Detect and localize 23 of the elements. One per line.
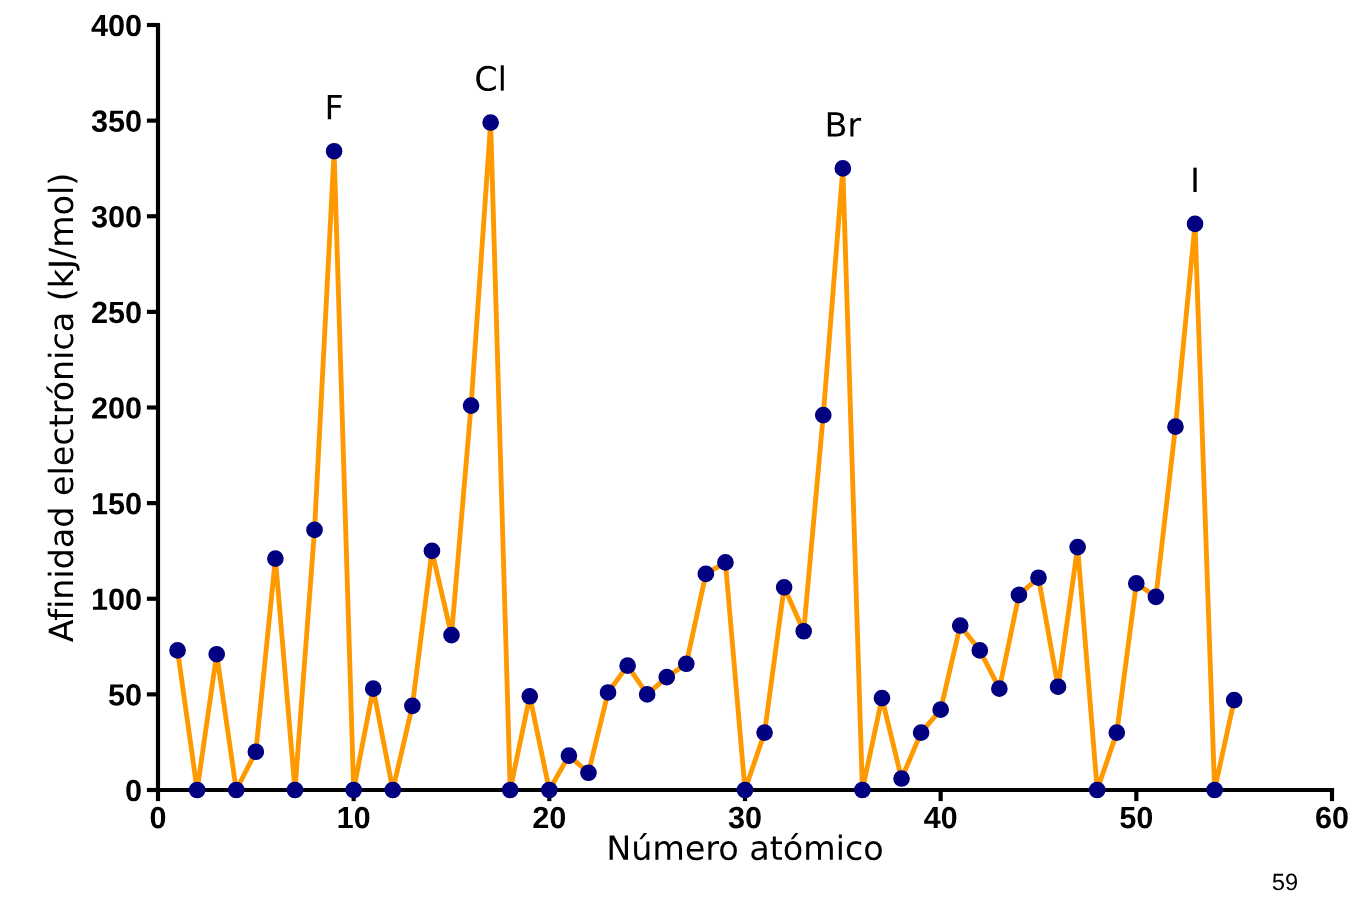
x-tick-label: 20: [533, 806, 566, 829]
annotation: Br: [827, 112, 862, 137]
y-tick-label: 400: [91, 14, 141, 37]
annotation: F: [327, 94, 342, 120]
x-tick-label: 50: [1120, 806, 1153, 829]
x-tick-label: 40: [924, 806, 957, 829]
x-axis-title: Número atómico: [609, 833, 882, 861]
x-tick-label: 0: [150, 806, 166, 829]
y-axis-title: Afinidad electrónica (kJ/mol): [46, 175, 80, 643]
x-tick-label: 10: [338, 806, 370, 829]
y-tick-label: 300: [91, 205, 141, 228]
y-tick-label: 350: [91, 110, 141, 133]
annotation: Cl: [476, 65, 504, 92]
text: 59: [1272, 873, 1298, 891]
y-tick-label: 50: [108, 684, 141, 706]
x-tick-label: 60: [1316, 806, 1348, 829]
y-tick-label: 0: [126, 779, 141, 802]
y-tick-label: 100: [92, 588, 141, 611]
x-tick-label: 30: [728, 806, 761, 829]
y-tick-label: 250: [92, 301, 141, 324]
y-tick-label: 150: [92, 492, 141, 515]
annotation: I: [1193, 167, 1197, 192]
y-tick-label: 200: [92, 397, 141, 419]
